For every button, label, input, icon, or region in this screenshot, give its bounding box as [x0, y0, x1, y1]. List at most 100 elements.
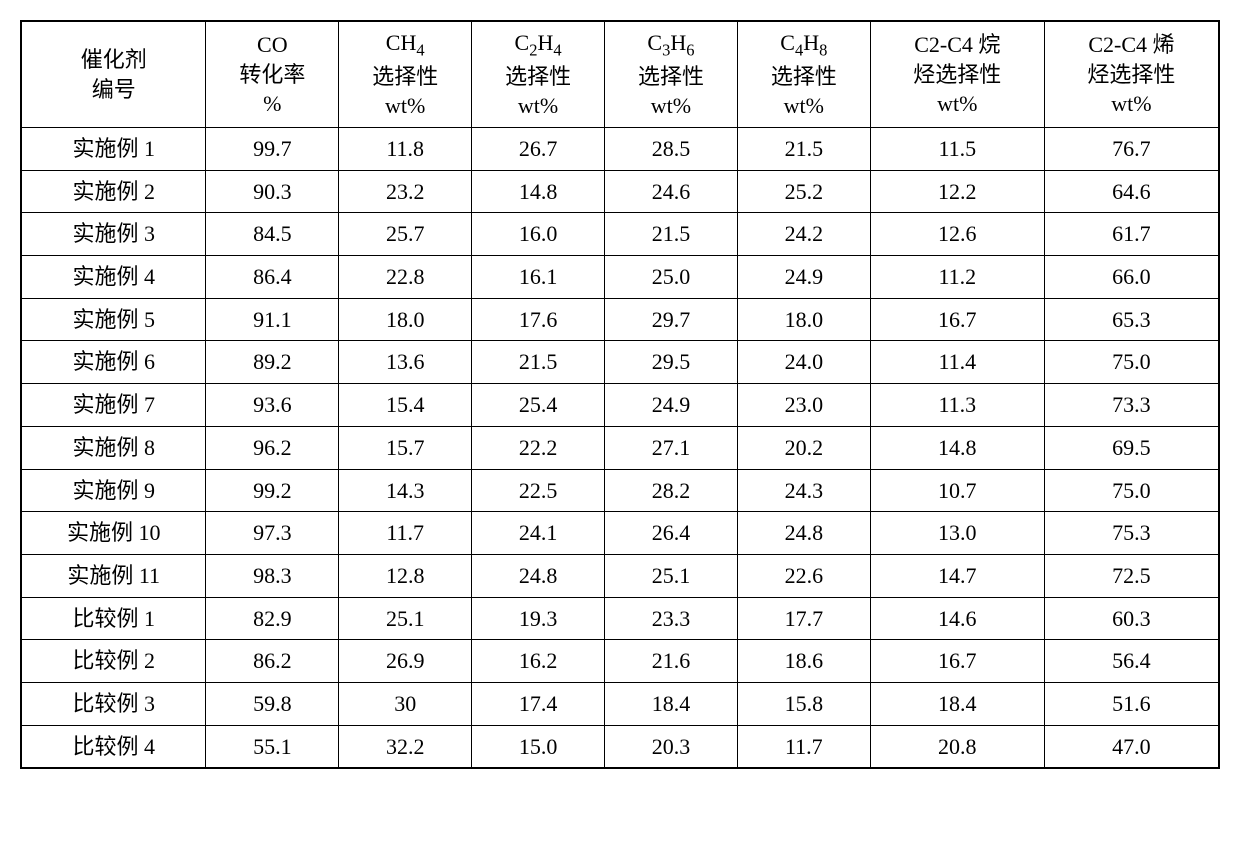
row-label: 实施例 1 [21, 128, 206, 171]
row-label: 实施例 3 [21, 213, 206, 256]
row-label: 实施例 7 [21, 384, 206, 427]
data-cell: 24.9 [605, 384, 738, 427]
data-cell: 22.5 [472, 469, 605, 512]
data-cell: 12.8 [339, 554, 472, 597]
data-cell: 56.4 [1044, 640, 1219, 683]
header-row: 催化剂编号CO转化率%CH4选择性wt%C2H4选择性wt%C3H6选择性wt%… [21, 21, 1219, 128]
data-cell: 75.3 [1044, 512, 1219, 555]
row-label: 比较例 2 [21, 640, 206, 683]
table-header: 催化剂编号CO转化率%CH4选择性wt%C2H4选择性wt%C3H6选择性wt%… [21, 21, 1219, 128]
data-cell: 15.7 [339, 426, 472, 469]
data-cell: 25.7 [339, 213, 472, 256]
data-cell: 18.4 [605, 682, 738, 725]
data-cell: 97.3 [206, 512, 339, 555]
data-cell: 16.1 [472, 256, 605, 299]
data-cell: 19.3 [472, 597, 605, 640]
data-cell: 28.5 [605, 128, 738, 171]
table-row: 实施例 1097.311.724.126.424.813.075.3 [21, 512, 1219, 555]
data-cell: 55.1 [206, 725, 339, 768]
data-cell: 12.2 [870, 170, 1044, 213]
data-cell: 16.2 [472, 640, 605, 683]
table-row: 实施例 896.215.722.227.120.214.869.5 [21, 426, 1219, 469]
data-cell: 11.4 [870, 341, 1044, 384]
data-cell: 20.2 [737, 426, 870, 469]
data-cell: 99.2 [206, 469, 339, 512]
row-label: 实施例 2 [21, 170, 206, 213]
data-cell: 96.2 [206, 426, 339, 469]
data-cell: 12.6 [870, 213, 1044, 256]
table-row: 比较例 286.226.916.221.618.616.756.4 [21, 640, 1219, 683]
row-label: 实施例 4 [21, 256, 206, 299]
row-label: 实施例 10 [21, 512, 206, 555]
data-cell: 14.8 [472, 170, 605, 213]
data-cell: 91.1 [206, 298, 339, 341]
data-cell: 47.0 [1044, 725, 1219, 768]
data-cell: 21.5 [737, 128, 870, 171]
col-header-c2h4: C2H4选择性wt% [472, 21, 605, 128]
data-cell: 24.2 [737, 213, 870, 256]
data-cell: 15.8 [737, 682, 870, 725]
data-cell: 93.6 [206, 384, 339, 427]
data-cell: 14.8 [870, 426, 1044, 469]
data-cell: 28.2 [605, 469, 738, 512]
col-header-c2c4alk: C2-C4 烷烃选择性wt% [870, 21, 1044, 128]
col-header-co: CO转化率% [206, 21, 339, 128]
data-cell: 29.7 [605, 298, 738, 341]
data-cell: 23.0 [737, 384, 870, 427]
data-cell: 14.7 [870, 554, 1044, 597]
data-cell: 24.3 [737, 469, 870, 512]
data-cell: 24.6 [605, 170, 738, 213]
data-cell: 90.3 [206, 170, 339, 213]
table-row: 实施例 591.118.017.629.718.016.765.3 [21, 298, 1219, 341]
data-cell: 89.2 [206, 341, 339, 384]
col-header-c3h6: C3H6选择性wt% [605, 21, 738, 128]
table-row: 实施例 486.422.816.125.024.911.266.0 [21, 256, 1219, 299]
data-cell: 21.5 [605, 213, 738, 256]
data-cell: 23.2 [339, 170, 472, 213]
data-cell: 99.7 [206, 128, 339, 171]
data-cell: 75.0 [1044, 341, 1219, 384]
data-cell: 60.3 [1044, 597, 1219, 640]
data-cell: 24.1 [472, 512, 605, 555]
table-row: 实施例 384.525.716.021.524.212.661.7 [21, 213, 1219, 256]
data-cell: 86.2 [206, 640, 339, 683]
data-cell: 16.7 [870, 298, 1044, 341]
data-cell: 24.9 [737, 256, 870, 299]
row-label: 实施例 9 [21, 469, 206, 512]
data-cell: 22.8 [339, 256, 472, 299]
col-header-c4h8: C4H8选择性wt% [737, 21, 870, 128]
data-cell: 20.3 [605, 725, 738, 768]
data-cell: 23.3 [605, 597, 738, 640]
data-cell: 30 [339, 682, 472, 725]
data-cell: 15.4 [339, 384, 472, 427]
row-label: 比较例 4 [21, 725, 206, 768]
data-cell: 22.2 [472, 426, 605, 469]
data-cell: 11.5 [870, 128, 1044, 171]
row-label: 实施例 6 [21, 341, 206, 384]
data-cell: 26.9 [339, 640, 472, 683]
data-cell: 21.5 [472, 341, 605, 384]
row-label: 实施例 8 [21, 426, 206, 469]
row-label: 实施例 5 [21, 298, 206, 341]
data-cell: 25.2 [737, 170, 870, 213]
data-cell: 51.6 [1044, 682, 1219, 725]
row-label: 比较例 1 [21, 597, 206, 640]
data-cell: 72.5 [1044, 554, 1219, 597]
data-cell: 16.7 [870, 640, 1044, 683]
data-cell: 82.9 [206, 597, 339, 640]
table-row: 实施例 999.214.322.528.224.310.775.0 [21, 469, 1219, 512]
table-row: 实施例 199.711.826.728.521.511.576.7 [21, 128, 1219, 171]
data-cell: 26.7 [472, 128, 605, 171]
data-cell: 15.0 [472, 725, 605, 768]
data-cell: 59.8 [206, 682, 339, 725]
data-cell: 25.1 [339, 597, 472, 640]
row-label: 实施例 11 [21, 554, 206, 597]
data-cell: 25.4 [472, 384, 605, 427]
data-cell: 14.3 [339, 469, 472, 512]
data-cell: 11.7 [339, 512, 472, 555]
col-header-catalyst: 催化剂编号 [21, 21, 206, 128]
data-cell: 75.0 [1044, 469, 1219, 512]
data-cell: 20.8 [870, 725, 1044, 768]
data-cell: 26.4 [605, 512, 738, 555]
data-cell: 32.2 [339, 725, 472, 768]
